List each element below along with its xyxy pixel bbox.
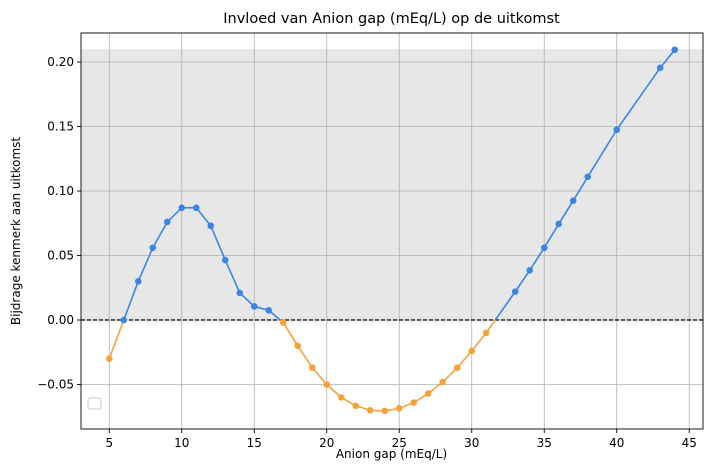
data-point [192,204,200,212]
data-point [178,204,186,212]
series-segment [659,49,676,69]
y-tick-label: 0.20 [47,55,74,69]
data-point [105,355,113,363]
data-point [352,402,360,410]
data-point [526,267,534,274]
data-point [511,288,519,295]
data-point [163,218,171,226]
y-axis-label: Bijdrage kenmerk aan uitkomst [9,137,23,325]
data-point [482,329,490,337]
x-axis-label: Anion gap (mEq/L) [336,447,447,461]
series-segment [282,322,299,347]
data-point [308,364,316,372]
data-point [540,244,548,252]
data-point [337,394,345,401]
y-tick-label: 0.05 [47,249,74,263]
data-point [453,364,461,372]
series-segment [442,367,458,383]
x-tick-label: 40 [609,436,624,450]
series-segment [152,221,168,249]
x-tick-label: 10 [174,436,189,450]
series-segment [311,367,328,386]
data-point [250,303,258,310]
plot-area [80,32,704,430]
data-point [149,244,157,252]
data-point [120,316,128,324]
series-segment [587,129,618,178]
series-segment [195,207,212,227]
series-points [105,46,679,415]
x-tick-label: 20 [319,436,334,450]
y-tick-label: 0.10 [47,184,74,198]
x-tick-label: 45 [682,436,697,450]
series-segment [529,247,545,271]
legend [87,397,102,410]
data-point [395,405,403,412]
data-point [555,220,563,228]
series-segment [210,225,226,261]
data-point [584,173,592,181]
series-segment [514,269,531,293]
y-axis: −0.05 0.00 0.05 0.10 0.15 0.20 [37,55,81,391]
series-segment [543,223,560,249]
data-point [671,46,679,54]
y-tick-label: −0.05 [37,377,74,391]
series-segment [558,200,574,225]
series-segment [224,259,241,294]
data-point [294,342,302,350]
x-tick-label: 25 [392,436,407,450]
y-tick-label: 0.15 [47,120,74,134]
data-point [410,399,418,406]
series-segment [456,350,473,369]
data-point [424,390,432,397]
x-tick-label: 35 [537,436,552,450]
shaded-band [81,49,703,321]
data-point [366,406,374,414]
data-point [207,222,215,230]
data-point [439,378,447,386]
x-tick-label: 30 [464,436,479,450]
data-point [323,381,331,388]
x-tick-label: 15 [247,436,262,450]
series-segment [572,176,589,202]
x-axis: 5 10 15 20 25 30 35 40 45 [105,429,697,450]
chart-title: Invloed van Anion gap (mEq/L) op de uitk… [223,11,560,27]
y-tick-label: 0.00 [47,313,74,327]
series-segment [494,291,516,321]
data-point [613,126,621,134]
data-point [468,347,476,355]
series-segment [123,281,140,321]
series-segment [137,247,154,282]
series-segment [239,292,255,308]
series-segment [166,207,183,223]
data-point [656,64,664,72]
data-point [265,307,273,314]
data-point [381,407,389,415]
series-segment [108,319,125,359]
series-segment [471,332,487,352]
data-point [134,278,142,285]
x-tick-label: 5 [105,436,113,450]
data-point [236,289,244,297]
series-segment [616,67,661,131]
series-segment [297,345,313,369]
data-point [221,256,229,264]
data-point [569,197,577,204]
data-point [279,319,287,326]
plot-frame [80,32,704,430]
